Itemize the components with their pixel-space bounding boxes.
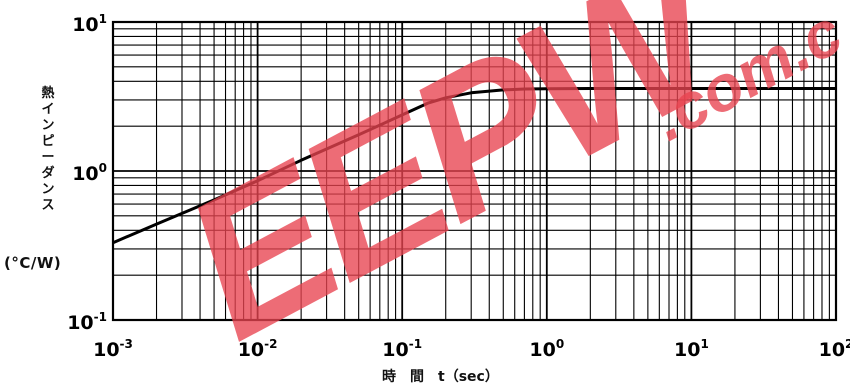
x-tick-label: 100	[529, 337, 564, 361]
x-tick-label: 10-3	[93, 337, 133, 361]
x-tick-label: 10-2	[238, 337, 278, 361]
y-axis-label-char: ス	[41, 198, 55, 213]
y-axis-label: 熱インピーダンス	[33, 86, 63, 214]
y-axis-label-char: イ	[41, 102, 55, 117]
y-tick-label: 101	[72, 12, 107, 36]
y-tick-label: 100	[72, 161, 107, 185]
grid	[112, 22, 836, 321]
y-axis-label-text: 熱インピーダンス	[33, 86, 63, 214]
y-axis-unit: (°C/W)	[4, 254, 62, 272]
plot-frame	[111, 20, 838, 322]
x-tick-label: 101	[674, 337, 709, 361]
y-axis-label-char: ン	[41, 118, 55, 133]
y-axis-label-char: 熱	[41, 86, 55, 101]
y-axis-label-char: ン	[41, 182, 55, 197]
tick-labels: 10-3 10-2 10-1 100 101 102 10-1 100 101	[67, 12, 850, 361]
y-axis-label-char: ピ	[41, 134, 55, 149]
y-axis-label-char: ー	[41, 150, 55, 165]
x-axis-label: 時 間 t（sec）	[382, 369, 499, 385]
y-axis-label-char: ダ	[41, 166, 55, 181]
x-tick-label: 102	[819, 337, 850, 361]
y-tick-label: 10-1	[67, 310, 107, 334]
x-tick-label: 10-1	[382, 337, 422, 361]
series-line	[112, 87, 836, 245]
